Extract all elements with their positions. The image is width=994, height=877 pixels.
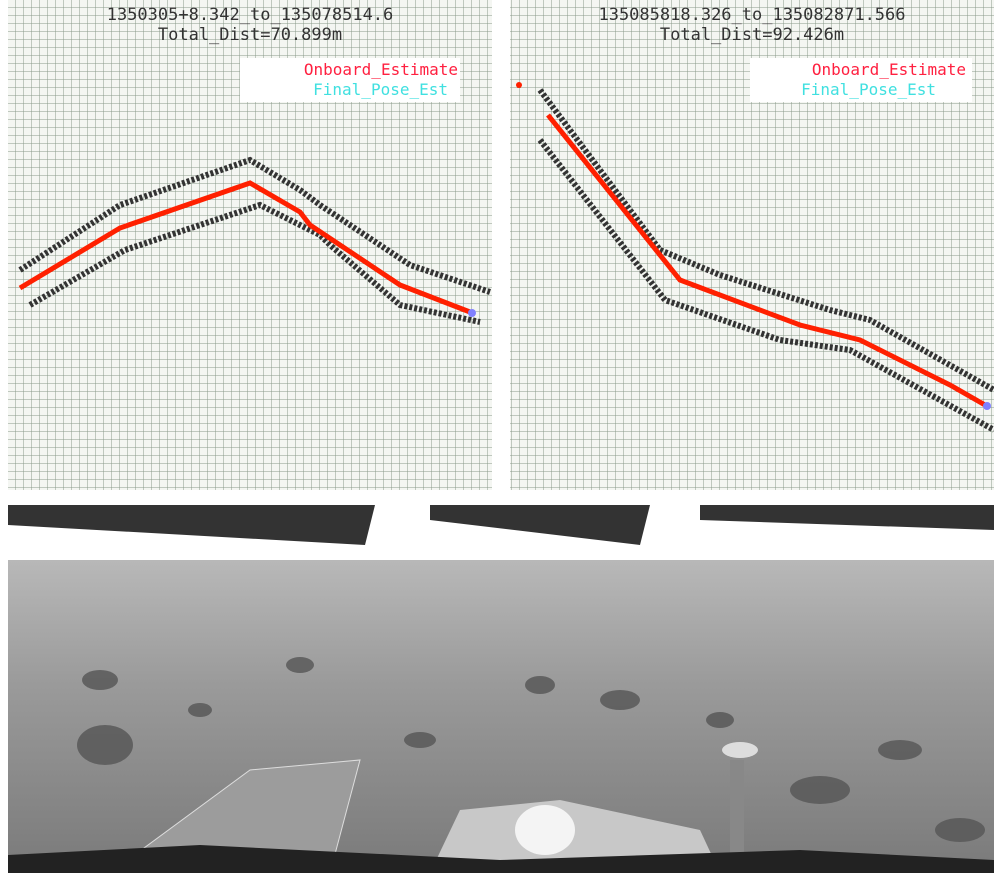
panel-title: 1350305+8.342_to_135078514.6 <box>107 5 394 25</box>
panel-title: 135085818.326_to_135082871.566 <box>598 5 905 25</box>
mast <box>730 760 744 860</box>
legend-entry: Final_Pose_Est <box>801 80 936 99</box>
panorama-photo <box>8 505 994 873</box>
legend-entry: Onboard_Estimate <box>812 60 966 79</box>
panel-right: 135085818.326_to_135082871.566 Total_Dis… <box>510 0 994 490</box>
panel-left: 1350305+8.342_to_135078514.6 Total_Dist=… <box>8 0 492 490</box>
figure-canvas: 1350305+8.342_to_135078514.6 Total_Dist=… <box>0 0 994 873</box>
end-point <box>983 402 991 410</box>
legend-entry: Onboard_Estimate <box>304 60 458 79</box>
end-point <box>468 309 476 317</box>
panel-subtitle: Total_Dist=70.899m <box>158 25 342 45</box>
antenna <box>722 742 758 758</box>
figure: 1350305+8.342_to_135078514.6 Total_Dist=… <box>0 0 994 873</box>
start-point <box>516 82 522 88</box>
glare <box>515 805 575 855</box>
panel-subtitle: Total_Dist=92.426m <box>660 25 844 45</box>
legend-entry: Final_Pose_Est <box>313 80 448 99</box>
